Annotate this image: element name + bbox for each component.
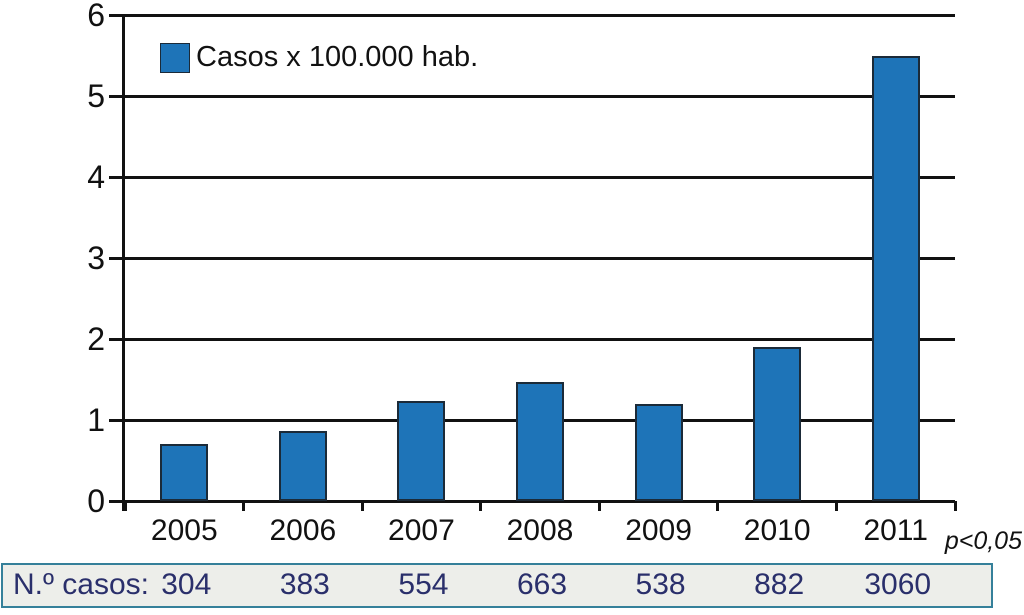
y-axis-label-3: 3	[87, 240, 105, 276]
cases-value-2009: 538	[635, 568, 686, 601]
cases-value-2006: 383	[279, 568, 330, 601]
y-axis-label-2: 2	[87, 321, 105, 357]
x-tick-4	[597, 501, 601, 511]
cases-value-2005: 304	[161, 568, 212, 601]
y-axis-label-4: 4	[87, 159, 105, 195]
gridline-3	[125, 256, 955, 260]
x-tick-0	[123, 501, 127, 511]
bar-2011	[871, 55, 920, 501]
y-axis-label-6: 6	[87, 0, 105, 33]
x-axis-label-2007: 2007	[388, 514, 455, 547]
legend-label: Casos x 100.000 hab.	[196, 41, 479, 73]
gridline-5	[125, 94, 955, 98]
gridline-2	[125, 337, 955, 341]
cases-value-2008: 663	[516, 568, 568, 601]
bar-2006	[278, 431, 327, 501]
y-axis-label-0: 0	[87, 483, 105, 519]
y-tick-2	[109, 337, 125, 341]
cases-value-2010: 882	[754, 568, 805, 601]
bar-2009	[634, 403, 683, 501]
bar-2005	[160, 444, 209, 501]
x-axis-label-2010: 2010	[743, 514, 811, 547]
bar-2010	[753, 347, 802, 501]
x-tick-2	[360, 501, 364, 511]
x-axis-line	[125, 499, 955, 503]
y-axis-label-1: 1	[87, 402, 105, 438]
gridline-6	[125, 13, 955, 17]
cases-row-label: N.º casos:	[13, 568, 149, 601]
gridline-4	[125, 175, 955, 179]
y-tick-1	[109, 418, 125, 422]
x-tick-7	[953, 501, 957, 511]
y-tick-4	[109, 175, 125, 179]
x-tick-6	[834, 501, 838, 511]
p-value-note: p<0,05	[944, 527, 1022, 555]
x-axis-label-2006: 2006	[269, 514, 337, 547]
cases-table: N.º casos: 304 383 554 663 538 882 3060	[1, 563, 993, 608]
legend-swatch	[160, 42, 190, 73]
legend: Casos x 100.000 hab.	[160, 41, 478, 74]
x-axis-label-2009: 2009	[625, 514, 692, 547]
bar-2007	[397, 401, 446, 501]
x-tick-5	[716, 501, 720, 511]
y-axis-label-5: 5	[87, 78, 105, 114]
x-axis-label-2011: 2011	[863, 514, 928, 547]
y-tick-0	[109, 499, 125, 503]
x-axis-label-2005: 2005	[150, 514, 218, 547]
cases-value-2007: 554	[398, 568, 449, 601]
x-tick-1	[242, 501, 246, 511]
y-tick-5	[109, 94, 125, 98]
y-axis-line	[122, 15, 125, 511]
cases-value-2011: 3060	[864, 568, 932, 601]
y-tick-3	[109, 256, 125, 260]
x-tick-3	[479, 501, 483, 511]
bar-2008	[516, 381, 564, 501]
y-tick-6	[109, 13, 125, 17]
x-axis-label-2008: 2008	[506, 514, 574, 547]
plot-area: 0 1 2 3 4 5 6 2005 2006 2007 2008 2009 2010 2011	[87, 0, 957, 547]
